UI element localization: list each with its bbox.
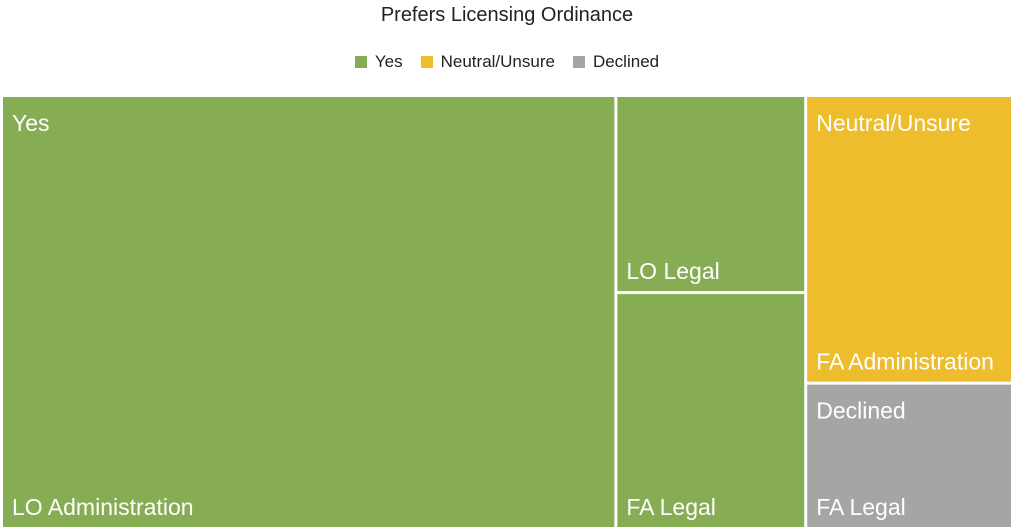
legend-swatch-yes	[354, 56, 367, 68]
chart-title: Prefers Licensing Ordinance	[380, 4, 634, 26]
legend-item-yes: Yes	[354, 52, 403, 72]
legend-swatch-neutral-unsure	[420, 56, 433, 68]
treemap-tile-yes-lo-legal: LO Legal	[617, 97, 805, 292]
legend: Yes Neutral/Unsure Declined	[0, 52, 1014, 72]
treemap-rect-yes-fa-legal	[617, 294, 805, 527]
treemap-item-label-declined-fa-legal: FA Legal	[816, 494, 906, 520]
treemap-tile-yes-fa-legal: FA Legal	[617, 294, 805, 527]
legend-item-neutral-unsure: Neutral/Unsure	[420, 52, 555, 72]
legend-item-declined: Declined	[572, 52, 660, 72]
treemap-tile-neutral-unsure-fa-administration: Neutral/Unsure FA Administration	[807, 97, 1011, 382]
treemap-rect-declined-fa-legal	[807, 384, 1011, 527]
treemap-rect-neutral-unsure-fa-administration	[807, 97, 1011, 382]
treemap-item-label-yes-lo-legal: LO Legal	[626, 258, 719, 284]
treemap-rect-yes-lo-legal	[617, 97, 805, 292]
legend-label-declined: Declined	[592, 52, 660, 71]
treemap-tile-declined-fa-legal: Declined FA Legal	[807, 384, 1011, 527]
treemap-rect-yes-lo-administration	[3, 97, 615, 527]
treemap-group-label-yes: Yes	[12, 110, 50, 136]
treemap-tile-yes-lo-administration: Yes LO Administration	[3, 97, 615, 527]
treemap-group-label-declined: Declined	[816, 398, 906, 424]
treemap-item-label-yes-fa-legal: FA Legal	[626, 494, 716, 520]
treemap-item-label-neutral-unsure-fa-administration: FA Administration	[816, 349, 994, 375]
legend-label-neutral-unsure: Neutral/Unsure	[440, 52, 555, 71]
legend-label-yes: Yes	[374, 52, 403, 71]
legend-swatch-declined	[572, 56, 585, 68]
treemap-group-label-neutral-unsure: Neutral/Unsure	[816, 110, 971, 136]
treemap-item-label-yes-lo-administration: LO Administration	[12, 494, 194, 520]
